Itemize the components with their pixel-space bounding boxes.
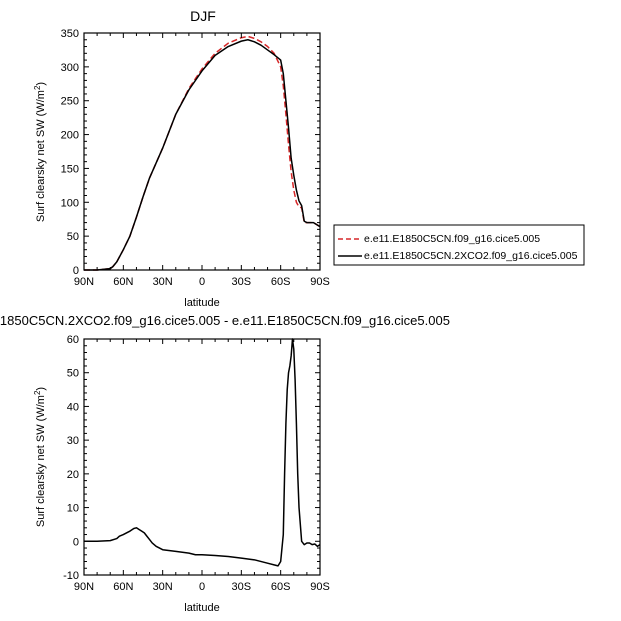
bottom-x-tick-label: 60N bbox=[113, 581, 133, 593]
bottom-series-line-0 bbox=[84, 338, 321, 567]
bottom-y-tick-label: 10 bbox=[67, 503, 79, 515]
top-series-line-1 bbox=[84, 39, 321, 271]
top-y-tick-label: 0 bbox=[73, 265, 79, 277]
bottom-y-tick-label: 40 bbox=[67, 401, 79, 413]
legend-entry-2xco2: e.e11.E1850C5CN.2XCO2.f09_g16.cice5.005 bbox=[364, 250, 578, 262]
bottom-chart-x-ticks: 90N 60N 30N 0 30S 60S 90S bbox=[74, 339, 330, 593]
top-y-tick-label: 100 bbox=[61, 197, 79, 209]
top-y-tick-label: 300 bbox=[61, 62, 79, 74]
bottom-x-tick-label: 30S bbox=[232, 581, 252, 593]
bottom-x-tick-label: 60S bbox=[271, 581, 291, 593]
legend-box bbox=[333, 224, 585, 266]
top-chart-series-group bbox=[84, 35, 321, 271]
legend: e.e11.E1850C5CN.f09_g16.cice5.005 e.e11.… bbox=[333, 224, 585, 266]
bottom-chart-series-group bbox=[84, 338, 321, 567]
top-chart-x-ticks: 90N 60N 30N 0 30S 60S 90S bbox=[74, 33, 330, 288]
legend-entry-control: e.e11.E1850C5CN.f09_g16.cice5.005 bbox=[364, 233, 540, 245]
bottom-chart-title: e.e11.E1850C5CN.2XCO2.f09_g16.cice5.005 … bbox=[0, 313, 450, 328]
bottom-chart-y-ticks: -10 0 10 20 30 40 50 60 bbox=[63, 334, 320, 582]
top-x-tick-label: 60N bbox=[113, 276, 133, 288]
bottom-y-tick-label: 60 bbox=[67, 334, 79, 346]
bottom-y-tick-label: 0 bbox=[73, 536, 79, 548]
top-x-tick-label: 0 bbox=[199, 276, 205, 288]
top-x-tick-label: 90N bbox=[74, 276, 94, 288]
bottom-chart-y-axis-label: Surf clearsky net SW (W/m2) bbox=[33, 387, 47, 527]
top-x-tick-label: 30S bbox=[232, 276, 252, 288]
top-chart-y-ticks: 0 50 100 150 200 250 300 350 bbox=[61, 28, 320, 277]
top-chart-y-axis-label: Surf clearsky net SW (W/m2) bbox=[33, 82, 47, 222]
bottom-x-tick-label: 90N bbox=[74, 581, 94, 593]
top-y-tick-label: 50 bbox=[67, 231, 79, 243]
top-x-tick-label: 30N bbox=[153, 276, 173, 288]
top-y-tick-label: 200 bbox=[61, 130, 79, 142]
bottom-x-tick-label: 0 bbox=[199, 581, 205, 593]
bottom-x-tick-label: 90S bbox=[310, 581, 330, 593]
bottom-chart-panel: e.e11.E1850C5CN.2XCO2.f09_g16.cice5.005 … bbox=[0, 313, 450, 614]
bottom-y-tick-label: 50 bbox=[67, 368, 79, 380]
top-chart-panel: DJF 90N 60N 30N 0 30S 60S 90S 0 50 100 150 200 250 3… bbox=[33, 8, 330, 309]
bottom-y-tick-label: 20 bbox=[67, 469, 79, 481]
bottom-y-tick-label: 30 bbox=[67, 435, 79, 447]
bottom-y-tick-label: -10 bbox=[63, 570, 79, 582]
top-y-tick-label: 250 bbox=[61, 96, 79, 108]
top-chart-x-axis-label: latitude bbox=[184, 297, 219, 309]
top-y-tick-label: 150 bbox=[61, 163, 79, 175]
top-chart-title: DJF bbox=[190, 8, 216, 24]
top-y-tick-label: 350 bbox=[61, 28, 79, 40]
top-x-tick-label: 60S bbox=[271, 276, 291, 288]
bottom-x-tick-label: 30N bbox=[153, 581, 173, 593]
bottom-chart-x-axis-label: latitude bbox=[184, 602, 219, 614]
top-x-tick-label: 90S bbox=[310, 276, 330, 288]
